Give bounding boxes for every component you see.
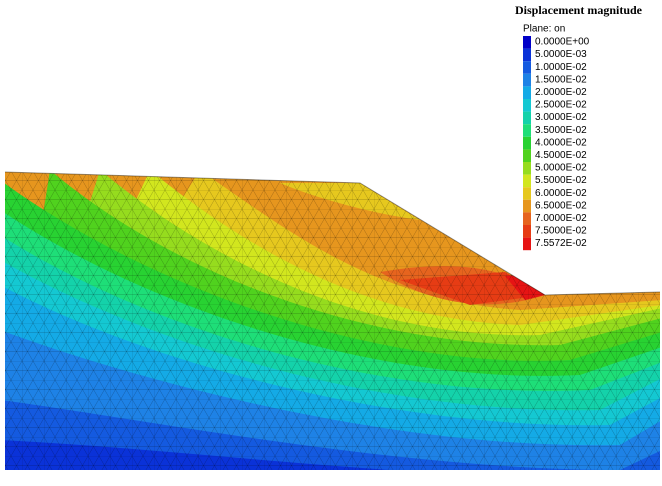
legend-swatch — [523, 61, 531, 74]
legend-label: 5.0000E-02 — [535, 163, 587, 174]
viewport: Displacement magnitude Plane: on 0.0000E… — [0, 0, 662, 486]
legend-swatch — [523, 200, 531, 213]
legend-label: 7.0000E-02 — [535, 213, 587, 224]
legend-label: 0.0000E+00 — [535, 37, 590, 48]
legend-swatch — [523, 74, 531, 87]
legend-swatch — [523, 49, 531, 62]
legend-label: 3.0000E-02 — [535, 112, 587, 123]
legend-label: 6.5000E-02 — [535, 200, 587, 211]
legend-label: 2.5000E-02 — [535, 100, 587, 111]
legend-label: 2.0000E-02 — [535, 87, 587, 98]
legend-swatch — [523, 36, 531, 49]
legend-swatch — [523, 112, 531, 125]
legend-label: 4.5000E-02 — [535, 150, 587, 161]
legend-label: 5.0000E-03 — [535, 49, 587, 60]
legend-swatch — [523, 86, 531, 99]
legend-swatch — [523, 187, 531, 200]
legend-swatch — [523, 124, 531, 137]
legend-swatch — [523, 238, 531, 251]
legend-swatch — [523, 137, 531, 150]
legend: 0.0000E+005.0000E-03 1.0000E-021.5000E-02… — [523, 36, 590, 250]
legend-label: 4.0000E-02 — [535, 137, 587, 148]
legend-swatch — [523, 225, 531, 238]
legend-swatch — [523, 99, 531, 112]
legend-swatch — [523, 175, 531, 188]
legend-label: 5.5000E-02 — [535, 175, 587, 186]
legend-label: 6.0000E-02 — [535, 188, 587, 199]
legend-title: Displacement magnitude — [515, 3, 643, 17]
legend-swatch — [523, 149, 531, 162]
legend-label: 3.5000E-02 — [535, 125, 587, 136]
legend-label: 7.5572E-02 — [535, 238, 587, 249]
legend-subtitle: Plane: on — [523, 24, 565, 35]
legend-label: 7.5000E-02 — [535, 226, 587, 237]
legend-label: 1.5000E-02 — [535, 74, 587, 85]
legend-swatch — [523, 212, 531, 225]
legend-label: 1.0000E-02 — [535, 62, 587, 73]
legend-swatch — [523, 162, 531, 175]
